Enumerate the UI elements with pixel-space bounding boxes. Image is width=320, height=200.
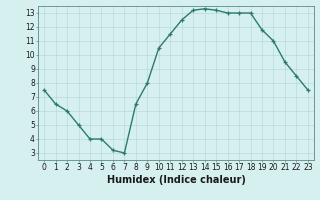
X-axis label: Humidex (Indice chaleur): Humidex (Indice chaleur): [107, 175, 245, 185]
